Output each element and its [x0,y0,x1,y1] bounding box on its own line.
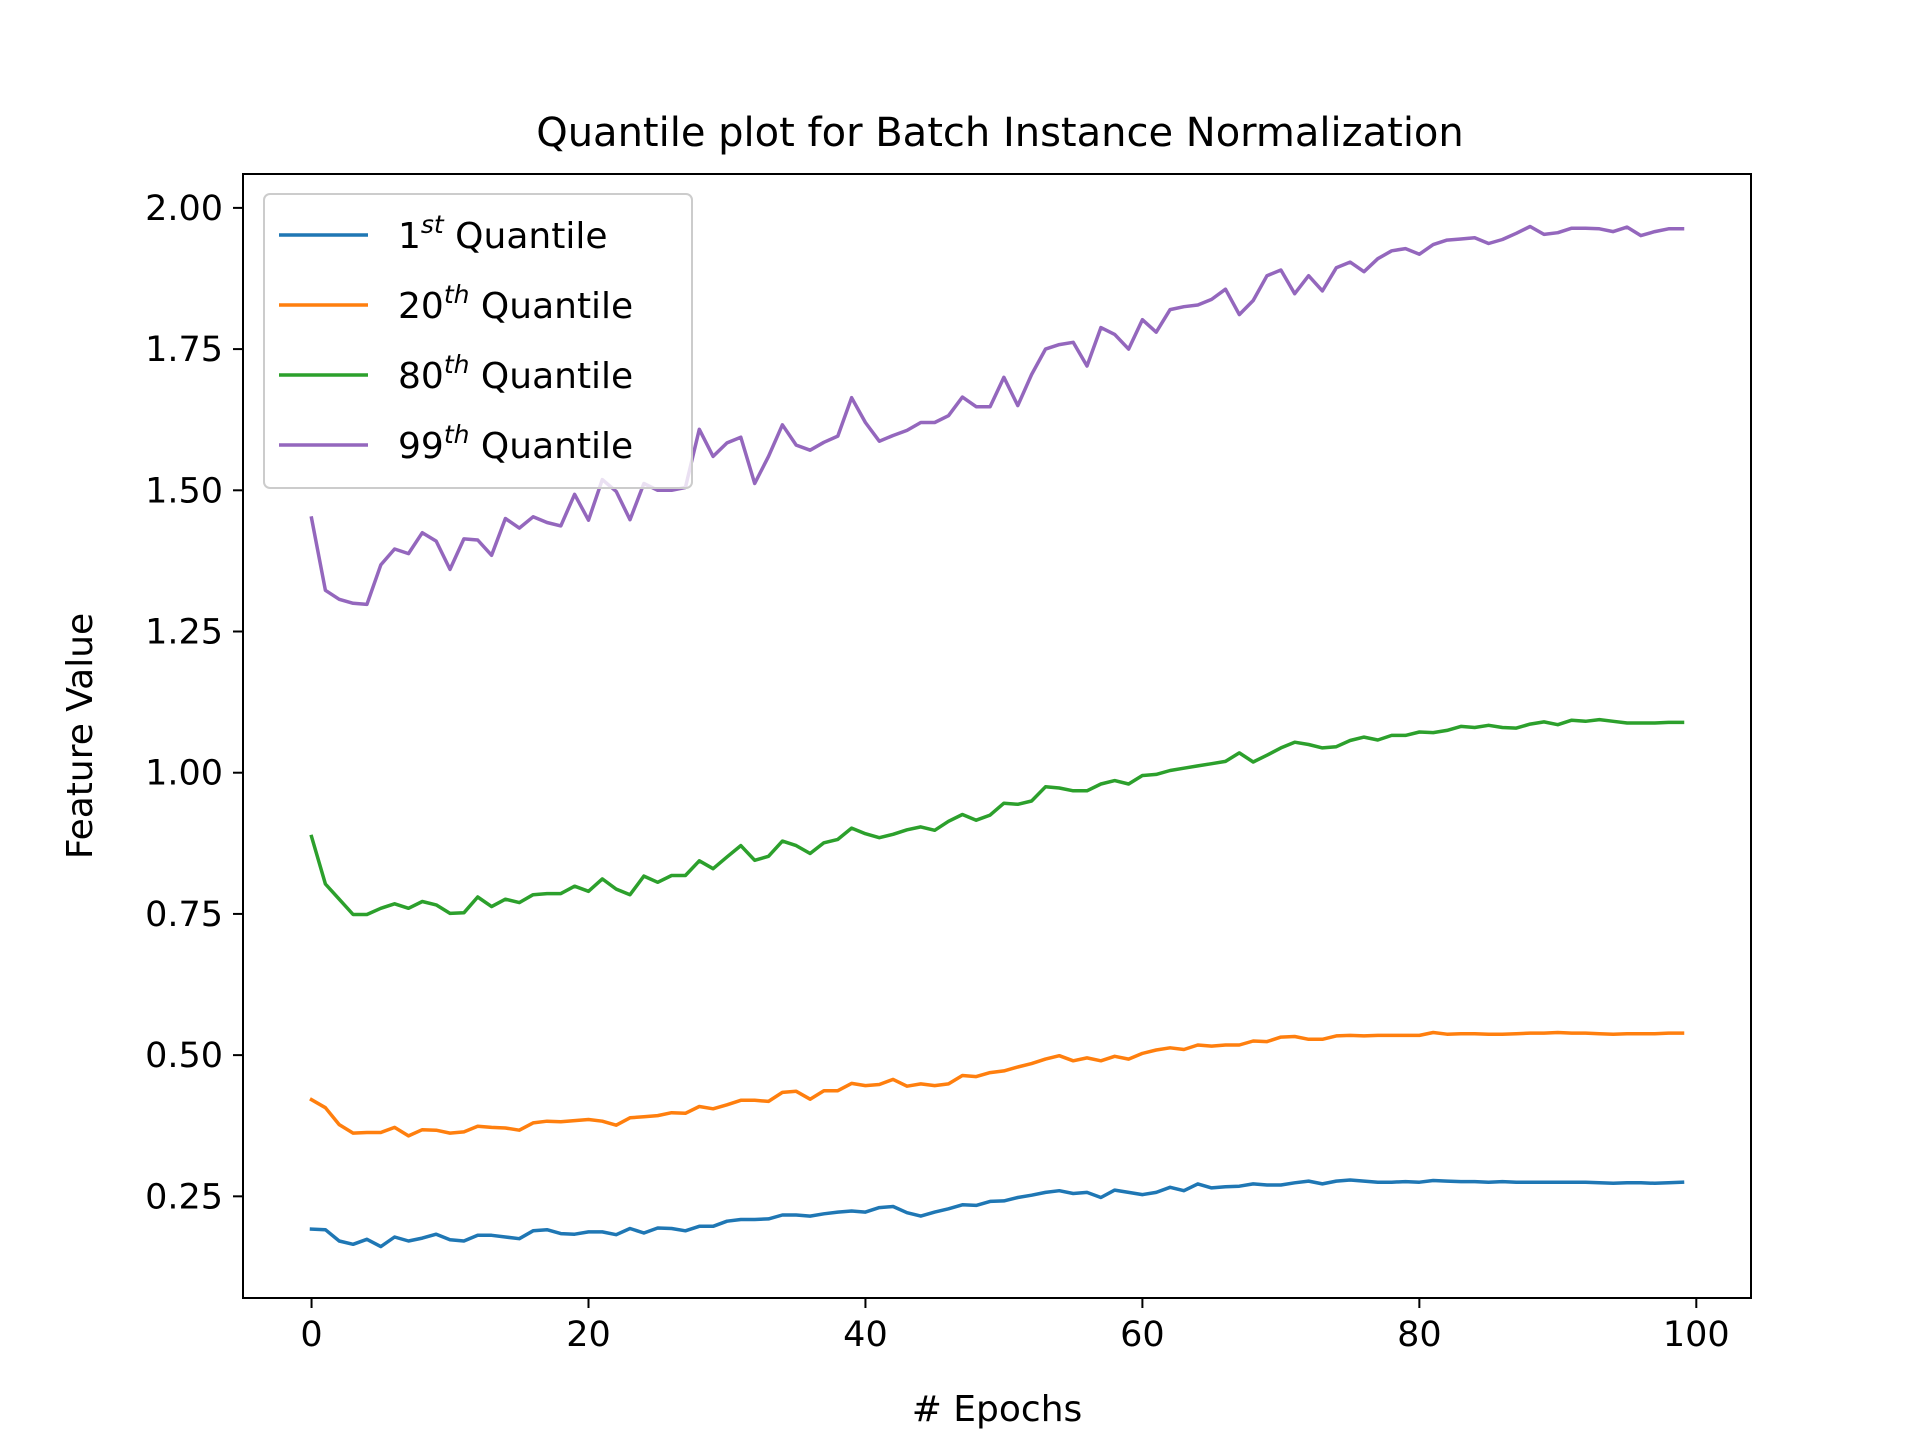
x-axis-label: # Epochs [912,1389,1083,1430]
x-tick-label: 60 [1120,1315,1165,1355]
x-tick-label: 20 [566,1315,611,1355]
y-axis-label: Feature Value [60,613,101,859]
series-line-99 [309,224,1685,607]
x-tick-label: 100 [1663,1315,1730,1355]
plot-lines [309,224,1685,1249]
y-tick-label: 2.00 [145,189,223,229]
legend-frame [263,193,693,489]
series-line-1 [309,1178,1685,1249]
y-tick-label: 1.00 [145,754,223,794]
y-tick-label: 1.50 [145,471,223,511]
series-line-80 [309,717,1685,917]
series-line-20 [309,1030,1685,1138]
y-tick-label: 0.50 [145,1036,223,1076]
x-tick-label: 40 [843,1315,888,1355]
chart-title: Quantile plot for Batch Instance Normali… [536,110,1464,156]
x-axis-ticks: 0 20 40 60 80 100 [300,1298,1730,1355]
legend-label: 1st Quantile [398,210,607,257]
x-tick-label: 0 [300,1315,322,1355]
legend-label: 80th Quantile [398,350,633,397]
y-tick-label: 0.25 [145,1177,223,1217]
legend-label: 99th Quantile [398,420,633,467]
y-tick-label: 0.75 [145,895,223,935]
legend: 1st Quantile 20th Quantile 80th Quantile 99… [263,193,693,489]
legend-label: 20th Quantile [398,280,633,327]
y-tick-label: 1.75 [145,330,223,370]
x-tick-label: 80 [1397,1315,1442,1355]
y-tick-label: 1.25 [145,613,223,653]
plot-area-frame [242,173,1752,1299]
y-axis-ticks: 0.25 0.50 0.75 1.00 1.25 1.50 1.75 2.00 [145,189,243,1217]
